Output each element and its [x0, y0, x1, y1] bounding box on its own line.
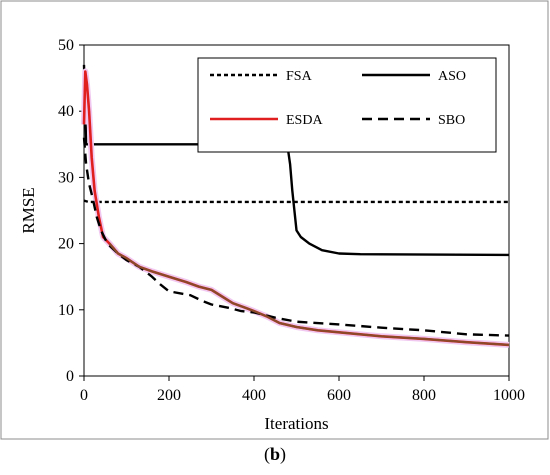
figure-caption: (b)	[0, 444, 550, 465]
x-tick-label: 0	[80, 387, 88, 404]
y-axis-title: RMSE	[19, 187, 38, 233]
y-tick-label: 40	[58, 103, 74, 120]
x-tick-label: 1000	[493, 387, 525, 404]
y-tick-label: 50	[58, 37, 74, 54]
x-tick-label: 600	[327, 387, 351, 404]
x-tick-label: 800	[412, 387, 436, 404]
legend-label-aso: ASO	[438, 69, 466, 84]
y-tick-label: 10	[58, 302, 74, 319]
caption-letter: b	[270, 444, 280, 464]
legend-label-esda: ESDA	[286, 113, 323, 128]
line-chart: 0 10 20 30 40 50 0 200 400 600 800 1000 Iterations RM…	[0, 0, 550, 440]
y-tick-label: 0	[66, 368, 74, 385]
y-tick-label: 30	[58, 169, 74, 186]
caption-close: )	[280, 444, 286, 464]
legend-label-fsa: FSA	[286, 69, 313, 84]
x-tick-label: 200	[157, 387, 181, 404]
legend: FSA ASO ESDA SBO	[198, 58, 496, 152]
x-axis-title: Iterations	[264, 414, 328, 433]
y-tick-label: 20	[58, 236, 74, 253]
x-tick-label: 400	[242, 387, 266, 404]
legend-label-sbo: SBO	[438, 113, 465, 128]
